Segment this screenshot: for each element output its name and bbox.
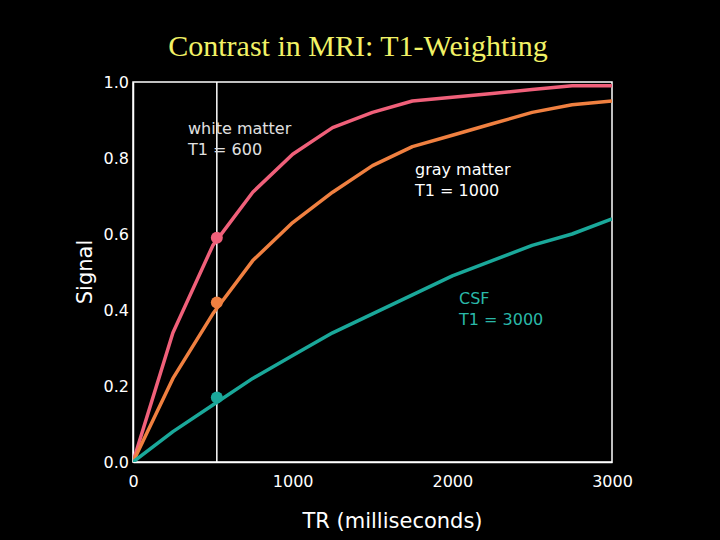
tick: 0.4 xyxy=(104,301,133,320)
series-line xyxy=(133,219,612,462)
tick: 0.2 xyxy=(104,377,133,396)
axis-line xyxy=(134,462,613,464)
tick: 1000 xyxy=(273,462,314,491)
series-line xyxy=(133,86,612,462)
y-axis-title: Signal xyxy=(73,240,97,305)
x-axis-title: TR (milliseconds) xyxy=(301,509,482,533)
tick-label: 3000 xyxy=(592,472,633,491)
tick-label: 0 xyxy=(128,472,138,491)
annotation: gray matter T1 = 1000 xyxy=(414,160,511,200)
marked-point xyxy=(211,391,223,403)
tick-label: 1.0 xyxy=(104,73,129,92)
plot-area xyxy=(133,82,612,462)
annotation: CSF T1 = 3000 xyxy=(458,289,543,329)
series-annotation: T1 = 3000 xyxy=(458,310,543,329)
tick-label: 0.4 xyxy=(104,301,129,320)
series-name: gray matter xyxy=(415,160,511,179)
tick-label: 0.8 xyxy=(104,149,129,168)
annotation: white matter T1 = 600 xyxy=(187,119,292,159)
tick: 0 xyxy=(128,462,138,491)
background xyxy=(0,0,720,540)
title: Contrast in MRI: T1-Weighting xyxy=(168,29,548,62)
series-annotation: T1 = 600 xyxy=(187,140,262,159)
tick-label: 0.0 xyxy=(104,453,129,472)
tick: 1.0 xyxy=(104,73,133,92)
tick: 0.8 xyxy=(104,149,133,168)
series-line xyxy=(133,101,612,462)
series-name: CSF xyxy=(459,289,490,308)
marked-point xyxy=(211,232,223,244)
tick: 2000 xyxy=(432,462,473,491)
marked-tr-line xyxy=(216,82,218,462)
series-name: white matter xyxy=(188,119,292,138)
x-axis: 0 1000 2000 3000 xyxy=(128,462,632,491)
chart: 0 1000 2000 3000 0.0 0.2 0.4 0.6 0.8 1.0 white mat… xyxy=(0,0,720,540)
series-annotation: T1 = 1000 xyxy=(414,181,499,200)
plot-frame xyxy=(133,82,612,462)
y-axis: 0.0 0.2 0.4 0.6 0.8 1.0 xyxy=(104,73,134,472)
tick-label: 0.6 xyxy=(104,225,129,244)
tick-label: 0.2 xyxy=(104,377,129,396)
marked-point xyxy=(211,296,223,308)
tick: 0.6 xyxy=(104,225,133,244)
tick-label: 1000 xyxy=(273,472,314,491)
tick: 3000 xyxy=(592,462,633,491)
tick: 0.0 xyxy=(104,453,133,472)
tick-label: 2000 xyxy=(432,472,473,491)
axis-line xyxy=(133,83,135,463)
